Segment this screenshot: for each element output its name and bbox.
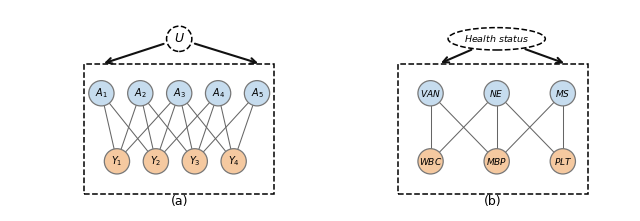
Circle shape [550,81,575,106]
Circle shape [244,81,269,106]
Circle shape [484,149,509,174]
Text: $\it{A}_{5}$: $\it{A}_{5}$ [250,86,264,100]
Text: $\it{A}_{2}$: $\it{A}_{2}$ [134,86,147,100]
Text: (b): (b) [484,195,502,208]
Circle shape [166,81,192,106]
Text: (a): (a) [170,195,188,208]
Text: $\it{U}$: $\it{U}$ [173,32,185,45]
Circle shape [221,149,246,174]
Text: $\it{MS}$: $\it{MS}$ [556,88,570,99]
Circle shape [166,26,192,51]
Circle shape [205,81,231,106]
Text: $\it{Y}_{1}$: $\it{Y}_{1}$ [111,154,123,168]
Ellipse shape [448,28,545,50]
Circle shape [418,81,444,106]
Text: $\it{PLT}$: $\it{PLT}$ [554,156,572,167]
Text: $\it{WBC}$: $\it{WBC}$ [419,156,442,167]
Circle shape [484,81,509,106]
Text: $\it{Y}_{2}$: $\it{Y}_{2}$ [150,154,162,168]
Circle shape [89,81,114,106]
Circle shape [550,149,575,174]
Circle shape [418,149,444,174]
Text: $\it{NE}$: $\it{NE}$ [490,88,504,99]
Text: $\it{A}_{3}$: $\it{A}_{3}$ [173,86,186,100]
Circle shape [104,149,130,174]
Text: $\it{MBP}$: $\it{MBP}$ [486,156,508,167]
Text: $\it{A}_{4}$: $\it{A}_{4}$ [211,86,225,100]
Circle shape [127,81,153,106]
Text: $\it{Y}_{3}$: $\it{Y}_{3}$ [189,154,200,168]
Text: $\it{A}_{1}$: $\it{A}_{1}$ [95,86,108,100]
Text: $\it{VAN}$: $\it{VAN}$ [420,88,441,99]
Text: $\it{Health\ status}$: $\it{Health\ status}$ [464,33,529,44]
Text: $\it{Y}_{4}$: $\it{Y}_{4}$ [228,154,239,168]
Circle shape [143,149,168,174]
Circle shape [182,149,207,174]
